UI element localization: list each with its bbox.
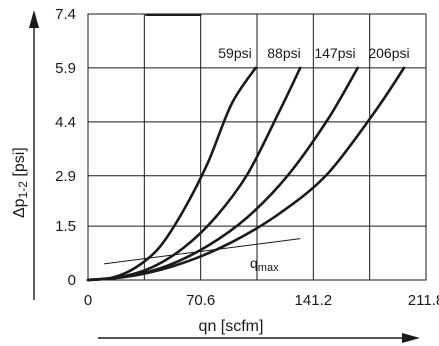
x-tick-label: 0 [84,292,92,309]
y-axis-arrowhead [29,10,39,28]
y-tick-label: 5.9 [55,60,76,77]
y-axis-label: Δp1-2 [psi] [11,147,30,218]
tick-labels: 0 1.5 2.9 4.4 5.9 7.4 0 70.6 141.2 211.8 [55,6,439,309]
curves [86,66,406,282]
curve-labels: 59psi 88psi 147psi 206psi [218,45,409,61]
grid-lines [88,14,426,280]
curve-206psi [86,66,406,282]
plot-frame [87,13,427,281]
y-tick-label: 0 [68,272,76,289]
y-tick-label: 7.4 [55,6,76,23]
qmax-line [103,238,301,265]
curve-88psi [86,66,302,282]
y-tick-label: 2.9 [55,168,76,185]
curve-label-88psi: 88psi [267,45,300,61]
curve-label-147psi: 147psi [314,45,355,61]
qmax-line-group: qmax [103,238,301,274]
y-tick-label: 4.4 [55,114,76,131]
y-tick-label: 1.5 [55,218,76,235]
x-tick-label: 141.2 [295,292,333,309]
x-tick-label: 211.8 [408,292,439,309]
x-axis-arrowhead [402,333,420,343]
curve-label-206psi: 206psi [368,45,409,61]
x-axis-label: qn [scfm] [199,318,264,335]
curve-59psi [86,66,257,282]
curve-label-59psi: 59psi [218,45,251,61]
x-tick-label: 70.6 [186,292,215,309]
qmax-label: qmax [250,255,279,274]
